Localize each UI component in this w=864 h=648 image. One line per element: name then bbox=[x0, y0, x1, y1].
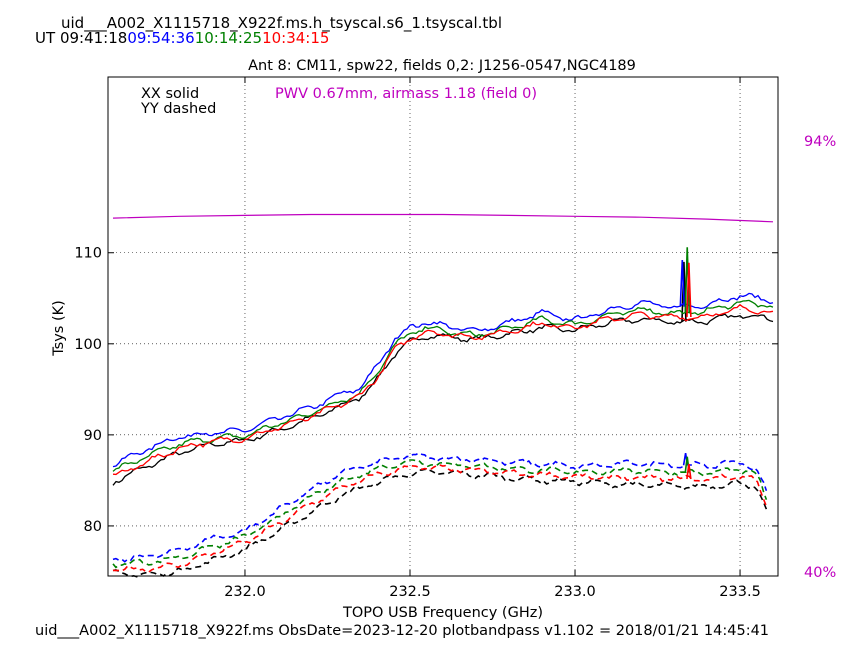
x-tick-label: 233.0 bbox=[554, 584, 596, 600]
series-line-2 bbox=[112, 299, 774, 472]
y-tick-label: 90 bbox=[84, 428, 102, 444]
y-tick-label: 100 bbox=[74, 337, 102, 353]
y-axis-label: Tsys (K) bbox=[51, 300, 67, 357]
grid-lines bbox=[108, 77, 778, 576]
series-spike-1-0 bbox=[679, 259, 686, 307]
ut-time-3: 10:34:15 bbox=[262, 29, 330, 47]
plot-frame bbox=[107, 76, 779, 577]
ut-times-row: UT 09:41:1809:54:3610:14:2510:34:15 bbox=[35, 29, 329, 47]
legend-yy: YY dashed bbox=[140, 101, 216, 117]
transmission-bottom-label: 40% bbox=[804, 565, 836, 581]
series-line-0 bbox=[112, 313, 774, 486]
series-line-1 bbox=[112, 292, 774, 468]
transmission-layer bbox=[112, 213, 774, 223]
y-ticks: 80 90 100 110 bbox=[74, 246, 778, 535]
y-tick-label: 110 bbox=[74, 246, 102, 262]
series-line-3 bbox=[112, 303, 774, 476]
x-ticks: 232.0 232.5 233.0 233.5 bbox=[224, 77, 761, 600]
ut-label: UT bbox=[35, 29, 56, 47]
y-tick-label: 80 bbox=[84, 519, 102, 535]
transmission-top-label: 94% bbox=[804, 134, 836, 150]
ut-time-1: 09:54:36 bbox=[127, 29, 195, 47]
series-line-6 bbox=[112, 459, 768, 569]
series-line-7 bbox=[112, 464, 768, 573]
ut-time-0: 09:41:18 bbox=[59, 29, 128, 47]
series-spike-7-0 bbox=[686, 463, 692, 480]
table-name-title: uid___A002_X1115718_X922f.ms.h_tsyscal.s… bbox=[61, 14, 502, 32]
x-tick-label: 232.5 bbox=[389, 584, 431, 600]
series-line-5 bbox=[112, 452, 768, 563]
legend-xx: XX solid bbox=[141, 86, 199, 102]
x-tick-label: 233.5 bbox=[719, 584, 761, 600]
pwv-annotation: PWV 0.67mm, airmass 1.18 (field 0) bbox=[275, 86, 537, 102]
series-spike-3-0 bbox=[686, 262, 692, 318]
series-layer bbox=[112, 247, 774, 578]
series-line-4 bbox=[112, 468, 768, 578]
x-tick-label: 232.0 bbox=[224, 584, 266, 600]
footer-text: uid___A002_X1115718_X922f.ms ObsDate=202… bbox=[35, 623, 769, 639]
chart-title: Ant 8: CM11, spw22, fields 0,2: J1256-05… bbox=[248, 58, 636, 74]
ut-time-2: 10:14:25 bbox=[194, 29, 263, 47]
transmission-curve bbox=[112, 213, 774, 223]
x-axis-label: TOPO USB Frequency (GHz) bbox=[342, 605, 543, 621]
